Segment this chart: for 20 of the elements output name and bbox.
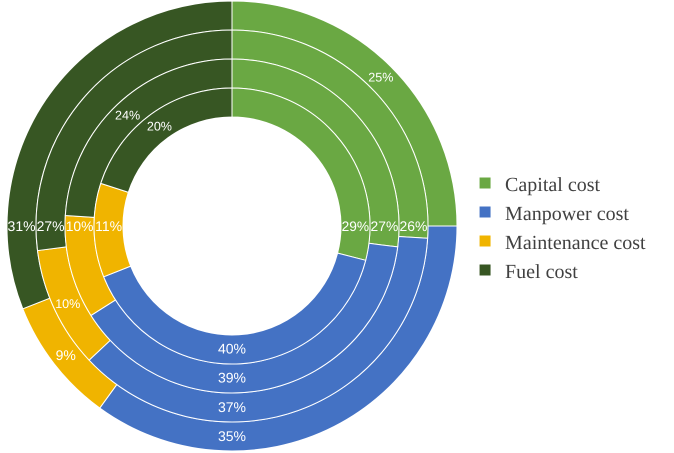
legend-label: Maintenance cost (505, 232, 646, 254)
data-label: 10% (66, 218, 94, 234)
data-label: 11% (95, 218, 122, 234)
data-label: 29% (342, 218, 370, 234)
legend-label: Manpower cost (505, 202, 630, 225)
data-label: 31% (8, 218, 36, 234)
data-label: 35% (218, 428, 246, 444)
legend-label: Capital cost (505, 174, 600, 196)
data-label: 27% (36, 218, 65, 234)
data-label: 37% (218, 398, 246, 415)
data-label: 9% (56, 347, 76, 364)
data-label: 40% (218, 340, 246, 356)
data-label: 24% (115, 108, 140, 122)
data-label: 27% (370, 218, 398, 234)
data-label: 39% (218, 370, 246, 386)
legend-label: Fuel cost (505, 260, 578, 283)
data-label: 10% (55, 296, 80, 311)
data-label: 20% (146, 120, 172, 134)
data-label: 26% (399, 218, 428, 234)
data-label: 25% (368, 70, 394, 85)
